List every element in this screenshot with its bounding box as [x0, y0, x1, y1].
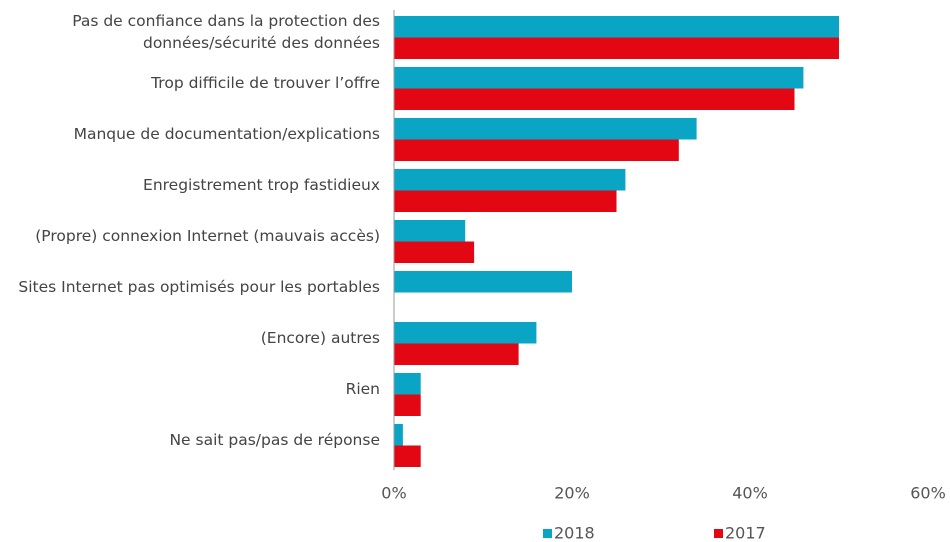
bar [394, 139, 679, 161]
category-label: (Propre) connexion Internet (mauvais acc… [35, 226, 380, 245]
bar [394, 394, 421, 416]
x-tick-label: 40% [732, 484, 768, 503]
category-label: Pas de confiance dans la protection des … [72, 11, 380, 52]
bar [394, 169, 626, 191]
x-tick-label: 0% [381, 484, 406, 503]
legend-label: 2018 [554, 524, 595, 542]
bar [394, 343, 519, 365]
x-tick-label: 60% [910, 484, 946, 503]
bar [394, 88, 795, 110]
category-label: Manque de documentation/explications [73, 124, 380, 143]
legend-swatch [543, 529, 552, 538]
category-label: Enregistrement trop fastidieux [143, 175, 380, 194]
category-label: Trop difficile de trouver l’offre [151, 73, 380, 92]
bar [394, 190, 617, 212]
bar [394, 271, 572, 293]
category-label: Sites Internet pas optimisés pour les po… [18, 277, 380, 296]
legend-label: 2017 [725, 524, 766, 542]
x-tick-label: 20% [554, 484, 590, 503]
bar [394, 322, 537, 344]
category-label: Ne sait pas/pas de réponse [169, 430, 380, 449]
bar [394, 373, 421, 395]
legend-swatch [714, 529, 723, 538]
bar [394, 67, 804, 89]
category-label: Rien [345, 379, 380, 398]
bar [394, 16, 839, 38]
bar [394, 424, 403, 446]
bar [394, 241, 475, 263]
bar [394, 220, 466, 242]
bar [394, 37, 839, 59]
bar [394, 445, 421, 467]
category-label: (Encore) autres [260, 328, 380, 347]
bar [394, 118, 697, 140]
